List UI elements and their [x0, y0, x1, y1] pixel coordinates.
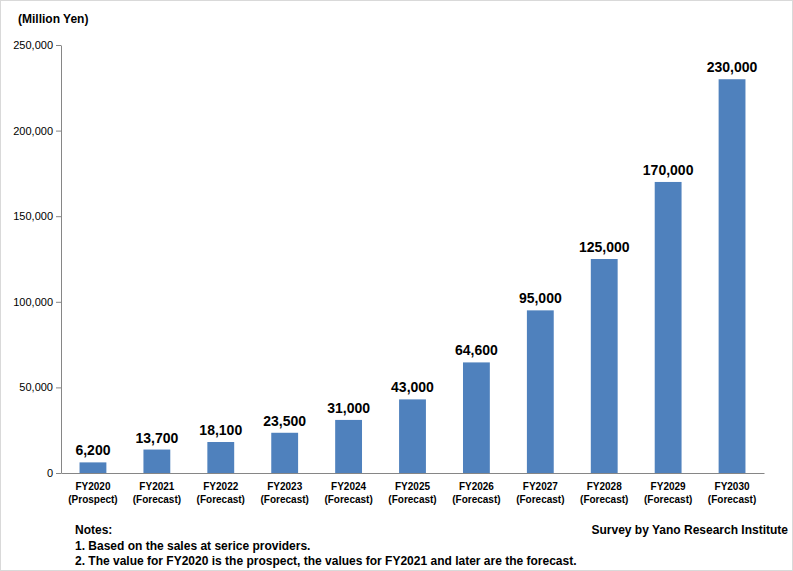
tick-mark	[56, 387, 61, 388]
y-tick: 0	[47, 467, 61, 479]
tick-mark	[56, 216, 61, 217]
bar	[143, 450, 170, 473]
tick-label: FY2029(Forecast)	[644, 481, 692, 505]
x-tick: FY2020(Prospect)	[68, 473, 117, 505]
y-tick: 150,000	[13, 210, 61, 222]
tick-label: 50,000	[19, 381, 53, 393]
note: 2. The value for FY2020 is the prospect,…	[75, 554, 577, 568]
tick-label: FY2021(Forecast)	[133, 481, 181, 505]
x-tick: FY2021(Forecast)	[133, 473, 181, 505]
x-tick: FY2029(Forecast)	[644, 473, 692, 505]
x-tick: FY2023(Forecast)	[261, 473, 309, 505]
bar	[719, 79, 746, 473]
note: Notes:	[75, 523, 112, 537]
tick-label: 100,000	[13, 296, 53, 308]
bar	[399, 399, 426, 473]
bars	[80, 79, 746, 473]
x-tick: FY2026(Forecast)	[452, 473, 500, 505]
x-tick: FY2027(Forecast)	[516, 473, 564, 505]
tick-mark	[56, 131, 61, 132]
data-label: 6,200	[75, 442, 110, 458]
tick-label: FY2022(Forecast)	[197, 481, 245, 505]
tick-label: FY2023(Forecast)	[261, 481, 309, 505]
y-tick: 250,000	[13, 39, 61, 51]
x-tick: FY2022(Forecast)	[197, 473, 245, 505]
bar	[463, 362, 490, 473]
data-label: 64,600	[455, 342, 498, 358]
bar	[271, 433, 298, 473]
x-tick: FY2030(Forecast)	[708, 473, 756, 505]
x-tick: FY2025(Forecast)	[388, 473, 436, 505]
y-tick: 100,000	[13, 296, 61, 308]
y-axis: 0 50,000 100,000 150,000 200,000 250,000	[13, 39, 61, 479]
data-label: 23,500	[263, 413, 306, 429]
frame	[1, 1, 793, 571]
bar	[655, 182, 682, 473]
tick-label: FY2025(Forecast)	[388, 481, 436, 505]
tick-label: FY2026(Forecast)	[452, 481, 500, 505]
data-label: 230,000	[707, 59, 758, 75]
data-labels: 6,200 13,700 18,100 23,500 31,000 43,000 64,60…	[75, 59, 757, 458]
chart: 0 50,000 100,000 150,000 200,000 250,000 FY202…	[0, 0, 793, 571]
x-tick: FY2024(Forecast)	[324, 473, 372, 505]
y-tick: 50,000	[19, 381, 61, 393]
bar	[207, 442, 234, 473]
data-label: 95,000	[519, 290, 562, 306]
data-label: 43,000	[391, 379, 434, 395]
tick-label: 150,000	[13, 210, 53, 222]
tick-label: 250,000	[13, 39, 53, 51]
bar	[591, 259, 618, 473]
note: 1. Based on the sales at serice provider…	[75, 539, 310, 553]
tick-label: FY2028(Forecast)	[580, 481, 628, 505]
data-label: 18,100	[199, 422, 242, 438]
tick-mark	[56, 45, 61, 46]
tick-mark	[56, 473, 61, 474]
bar	[335, 420, 362, 473]
tick-label: 0	[47, 467, 53, 479]
data-label: 125,000	[579, 239, 630, 255]
data-label: 13,700	[135, 430, 178, 446]
tick-mark	[56, 302, 61, 303]
tick-label: FY2027(Forecast)	[516, 481, 564, 505]
bar	[527, 310, 554, 473]
data-label: 170,000	[643, 162, 694, 178]
data-label: 31,000	[327, 400, 370, 416]
tick-label: FY2024(Forecast)	[324, 481, 372, 505]
notes: Notes: 1. Based on the sales at serice pr…	[75, 523, 577, 568]
bar	[80, 462, 107, 473]
y-tick: 200,000	[13, 125, 61, 137]
y-axis-label: (Million Yen)	[18, 12, 88, 26]
tick-label: FY2020(Prospect)	[68, 481, 117, 505]
tick-label: FY2030(Forecast)	[708, 481, 756, 505]
tick-label: 200,000	[13, 125, 53, 137]
axis-line	[62, 473, 765, 474]
source: Survey by Yano Research Institute	[591, 523, 788, 537]
x-tick: FY2028(Forecast)	[580, 473, 628, 505]
x-axis: FY2020(Prospect) FY2021(Forecast) FY2022(F…	[62, 473, 765, 505]
axis-line	[61, 46, 62, 474]
